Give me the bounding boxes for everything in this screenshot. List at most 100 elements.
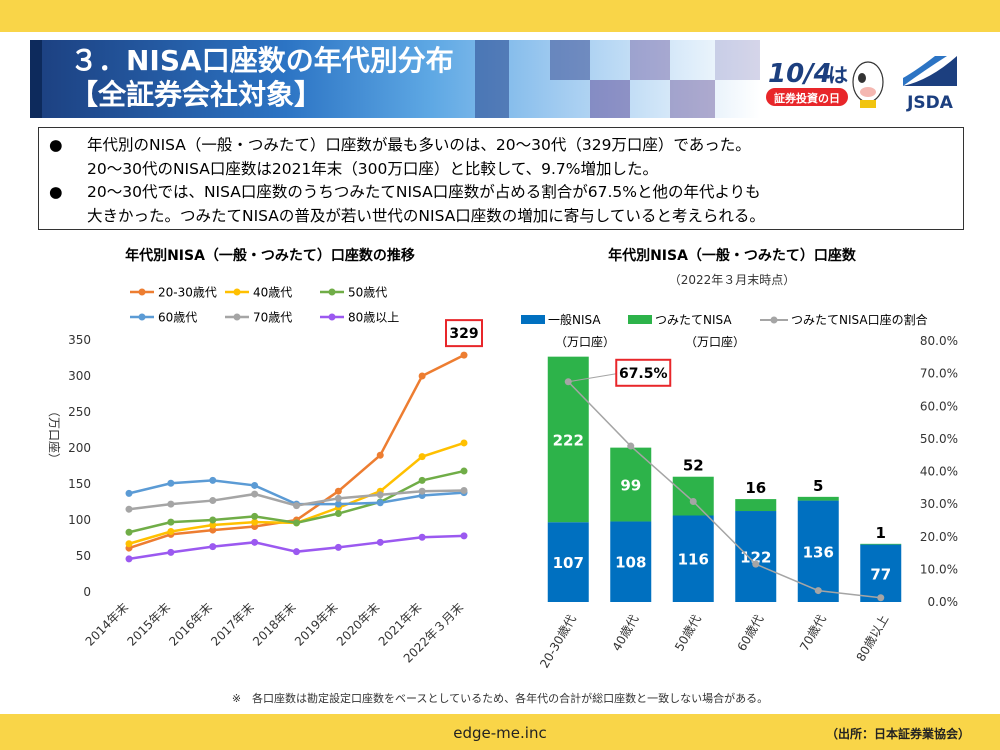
line-chart-y-axis: 0 50 100 150 200 250 300 350 [68, 333, 91, 599]
data-point [460, 532, 468, 540]
line-chart-legend: 20-30歳代 40歳代 50歳代 60歳代 70歳代 80歳以上 [130, 286, 399, 325]
footer-url[interactable]: edge-me.inc [453, 724, 547, 742]
bullet-dot: ● [49, 183, 63, 201]
bar-value-label: 222 [553, 431, 584, 449]
data-point [209, 476, 217, 484]
data-point [209, 543, 217, 551]
legend-swatch [628, 315, 652, 324]
data-point [460, 467, 468, 475]
bullet-line: 20～30代では、NISA口座数のうちつみたてNISA口座数が占める割合が67.… [87, 183, 761, 201]
data-point [418, 487, 426, 495]
data-point [125, 489, 133, 497]
bar-value-label: 108 [615, 554, 646, 572]
bar-chart-bars: 107 222 108 99 116 52 122 16 136 5 77 1 [547, 356, 902, 602]
series-line [128, 441, 465, 545]
x-tick-label: 2015年末 [125, 600, 173, 648]
data-point [460, 486, 468, 494]
x-tick-label: 2014年末 [83, 600, 131, 648]
x-tick-label: 80歳以上 [854, 613, 892, 664]
legend-unit: （万口座） [555, 334, 615, 349]
bar-chart-secondary-axis: 0.0% 10.0% 20.0% 30.0% 40.0% 50.0% 60.0% 70.0% 8… [920, 334, 958, 609]
bar-value-label: 122 [740, 549, 771, 567]
data-point [167, 548, 175, 556]
data-point [376, 538, 384, 546]
annotation-leader [568, 373, 617, 383]
ratio-point [814, 587, 822, 595]
bar-chart: 年代別NISA（一般・つみたて）口座数 （2022年３月末時点） 一般NISA （… [521, 247, 958, 671]
bullet-line: 年代別のNISA（一般・つみたて）口座数が最も多いのは、20～30代（329万口… [87, 136, 751, 154]
bar-chart-legend: 一般NISA （万口座） つみたてNISA （万口座） つみたてNISA口座の割合 [521, 312, 928, 349]
series-line [128, 534, 465, 561]
line-chart: 年代別NISA（一般・つみたて）口座数の推移 20-30歳代 40歳代 50歳代 60… [47, 247, 483, 666]
data-point [125, 505, 133, 513]
legend-label: 一般NISA [548, 312, 601, 327]
legend-label: つみたてNISA口座の割合 [791, 312, 928, 327]
legend-unit: （万口座） [685, 334, 745, 349]
data-point [460, 439, 468, 447]
footnote: ※ 各口座数は勘定設定口座数をベースとしているため、各年代の合計が総口座数と一致… [231, 692, 769, 705]
x-tick-label: 2018年末 [250, 600, 298, 648]
data-point [334, 487, 342, 495]
legend-marker [328, 288, 336, 296]
data-point [209, 526, 217, 534]
y-tick-label: 200 [68, 441, 91, 455]
data-point [251, 512, 259, 520]
ratio-point [877, 594, 885, 602]
legend-label: 40歳代 [253, 286, 292, 300]
bar-value-label: 77 [870, 565, 891, 583]
legend-swatch [521, 315, 545, 324]
data-point [251, 538, 259, 546]
data-point [167, 518, 175, 526]
line-chart-x-axis: 2014年末2015年末2016年末2017年末2018年末2019年末2020… [83, 600, 466, 665]
y2-tick-label: 30.0% [920, 497, 958, 511]
bar-tsumitate [672, 476, 714, 516]
bottom-bar [0, 714, 1000, 750]
x-tick-label: 20-30歳代 [537, 613, 579, 671]
data-point [251, 490, 259, 498]
y2-tick-label: 80.0% [920, 334, 958, 348]
svg-text:証券投資の日: 証券投資の日 [774, 91, 840, 105]
bar-chart-annotation: 67.5% [568, 358, 672, 387]
line-chart-series [125, 351, 468, 563]
y2-tick-label: 40.0% [920, 465, 958, 479]
legend-marker [233, 313, 241, 321]
top-bar [0, 0, 1000, 32]
bullet-dot: ● [49, 136, 63, 154]
line-chart-ylabel: （万口座） [47, 405, 62, 465]
legend-label: 80歳以上 [348, 311, 399, 325]
bullet-line: 大きかった。つみたてNISAの普及が若い世代のNISA口座数の増加に寄与している… [87, 206, 765, 225]
y2-tick-label: 20.0% [920, 530, 958, 544]
page-title: ３．NISA口座数の年代別分布 【全証券会社対象】 [70, 44, 454, 112]
bar-general [547, 522, 589, 602]
data-point [209, 516, 217, 524]
bar-general [672, 515, 714, 602]
annotation-label: 67.5% [619, 366, 668, 382]
data-point [125, 555, 133, 563]
legend-marker [233, 288, 241, 296]
data-point [125, 528, 133, 536]
x-tick-label: 2017年末 [208, 600, 256, 648]
x-tick-label: 2016年末 [166, 600, 214, 648]
title-line-2: 【全証券会社対象】 [70, 78, 323, 111]
ratio-line [567, 381, 881, 599]
legend-label: 20-30歳代 [158, 286, 217, 300]
data-point [418, 533, 426, 541]
y2-tick-label: 70.0% [920, 367, 958, 381]
title-line-1: ３．NISA口座数の年代別分布 [70, 44, 454, 77]
svg-text:JSDA: JSDA [906, 93, 954, 112]
data-point [334, 494, 342, 502]
legend-marker [138, 288, 146, 296]
y-tick-label: 100 [68, 513, 91, 527]
data-point [293, 519, 300, 527]
legend-marker [770, 316, 778, 324]
legend-marker [138, 313, 146, 321]
y2-tick-label: 60.0% [920, 399, 958, 413]
bar-value-label: 1 [876, 524, 886, 542]
x-tick-label: 40歳代 [610, 613, 642, 654]
legend-label: 70歳代 [253, 311, 292, 325]
y-tick-label: 300 [68, 369, 91, 383]
y2-tick-label: 0.0% [928, 595, 959, 609]
x-tick-label: 60歳代 [735, 613, 767, 654]
bullet-item: ● 年代別のNISA（一般・つみたて）口座数が最も多いのは、20～30代（329… [49, 134, 955, 181]
x-tick-label: 50歳代 [672, 613, 704, 654]
